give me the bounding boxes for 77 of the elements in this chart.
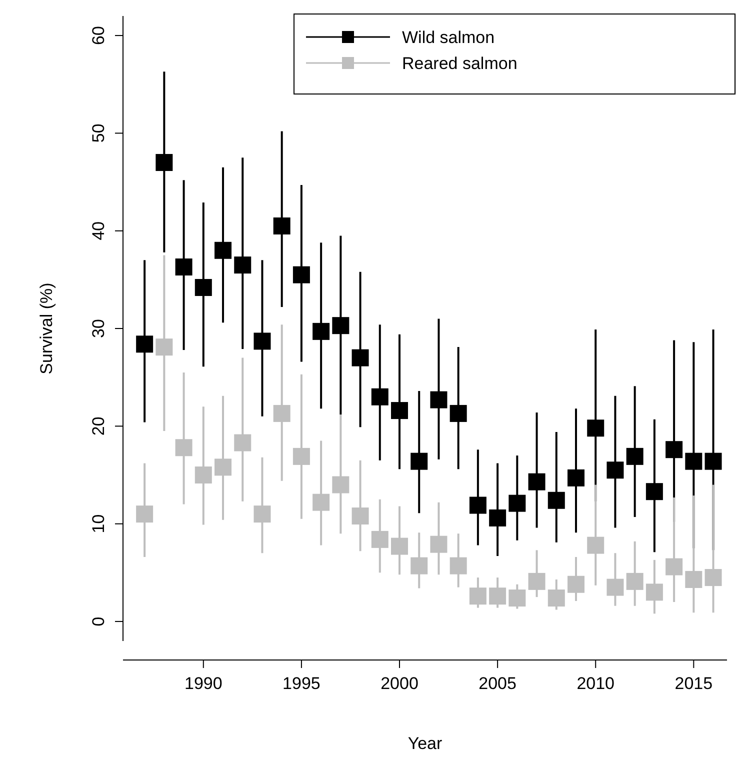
- x-tick-label: 2015: [674, 674, 713, 693]
- point: [194, 278, 212, 296]
- point: [489, 588, 506, 605]
- y-tick-label: 10: [89, 514, 108, 534]
- point: [175, 439, 192, 456]
- point: [194, 466, 212, 484]
- point: [685, 570, 702, 588]
- point: [528, 572, 546, 590]
- point: [685, 452, 702, 470]
- point: [292, 448, 310, 465]
- point: [646, 483, 663, 500]
- point: [273, 217, 290, 234]
- point: [156, 154, 173, 171]
- point: [371, 530, 388, 548]
- point: [332, 317, 350, 334]
- point: [568, 469, 584, 486]
- point: [410, 557, 428, 574]
- point: [528, 473, 546, 490]
- point: [312, 494, 330, 511]
- point: [371, 388, 388, 406]
- point: [234, 434, 252, 452]
- point: [646, 584, 663, 601]
- point: [587, 536, 604, 554]
- point: [568, 576, 584, 593]
- point: [587, 420, 604, 437]
- y-tick-label: 40: [89, 221, 108, 240]
- point: [606, 462, 624, 479]
- point: [626, 448, 644, 465]
- y-tick-label: 60: [89, 26, 108, 45]
- point: [489, 509, 506, 526]
- y-tick-label: 30: [89, 319, 108, 338]
- y-tick-label: 50: [89, 124, 108, 143]
- point: [214, 242, 232, 259]
- point: [704, 569, 722, 586]
- point: [352, 349, 369, 366]
- point: [254, 332, 271, 350]
- point: [254, 506, 271, 523]
- point: [391, 538, 408, 555]
- point: [508, 590, 526, 607]
- x-tick-label: 2010: [576, 674, 615, 693]
- point: [391, 402, 408, 420]
- x-tick-label: 1995: [282, 674, 320, 693]
- point: [666, 441, 683, 458]
- point: [136, 336, 154, 353]
- point: [430, 536, 448, 553]
- point: [312, 322, 330, 340]
- point: [548, 492, 565, 509]
- point: [469, 588, 486, 605]
- point: [214, 458, 232, 476]
- legend-label: Wild salmon: [402, 28, 495, 47]
- point: [352, 508, 369, 524]
- x-tick-label: 2000: [380, 674, 418, 693]
- point: [508, 494, 526, 512]
- x-tick-label: 2005: [478, 674, 516, 693]
- point: [450, 404, 467, 422]
- point: [704, 452, 722, 470]
- point: [292, 266, 310, 284]
- point: [332, 476, 350, 494]
- point: [666, 558, 683, 576]
- point: [234, 256, 252, 274]
- x-tick-label: 1990: [184, 674, 222, 693]
- point: [156, 338, 173, 356]
- point: [606, 578, 624, 596]
- y-tick-label: 20: [89, 416, 108, 436]
- point: [548, 590, 565, 607]
- point: [273, 404, 290, 422]
- y-tick-label: 0: [89, 616, 108, 626]
- point: [626, 572, 644, 590]
- x-axis-title: Year: [408, 734, 443, 753]
- y-axis-title: Survival (%): [37, 282, 56, 374]
- legend-label: Reared salmon: [402, 54, 518, 73]
- point: [136, 506, 154, 523]
- point: [450, 557, 467, 574]
- point: [430, 391, 448, 408]
- point: [175, 258, 192, 276]
- point: [410, 452, 428, 470]
- point: [469, 496, 486, 514]
